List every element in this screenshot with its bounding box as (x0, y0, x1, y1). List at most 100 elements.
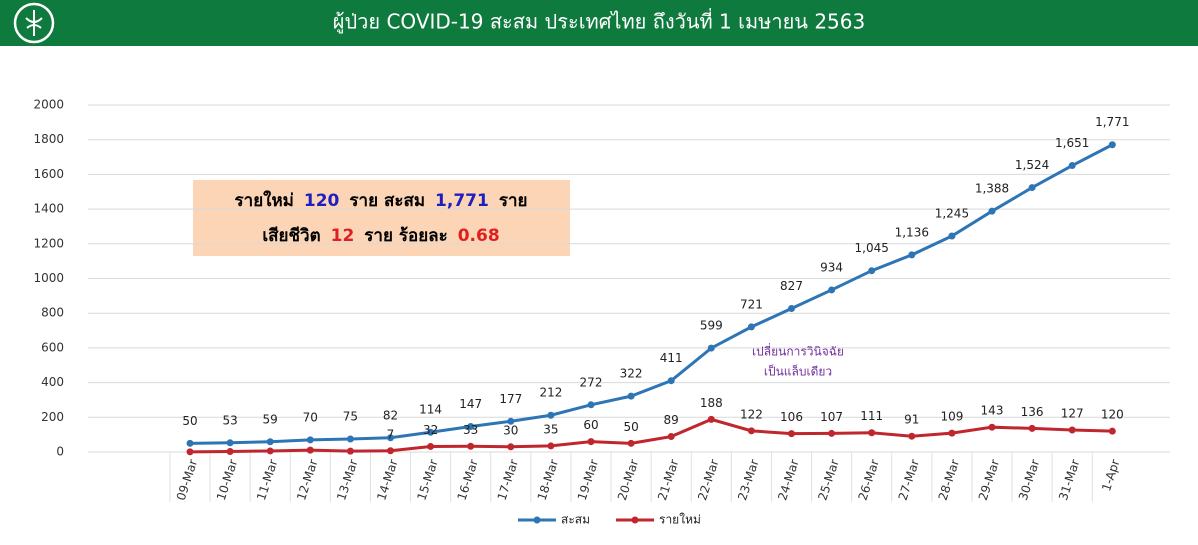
point (667, 377, 675, 385)
y-tick-label: 400 (41, 375, 64, 389)
point (908, 432, 916, 440)
data-label: 107 (820, 410, 843, 424)
point (427, 428, 435, 436)
point (788, 305, 795, 313)
point (747, 427, 755, 435)
data-label: 50 (623, 420, 638, 434)
data-label: 1,136 (895, 225, 929, 239)
point (346, 447, 354, 455)
data-label: 109 (940, 410, 963, 424)
chart-title: ผู้ป่วย COVID-19 สะสม ประเทศไทย ถึงวันที… (333, 8, 865, 35)
x-tick-label: 27-Mar (896, 458, 922, 503)
data-label: 827 (780, 279, 803, 293)
point (1108, 141, 1116, 149)
x-tick-label: 25-Mar (815, 458, 841, 503)
data-label: 35 (543, 422, 558, 436)
point (547, 411, 555, 419)
info-segment: 12 (331, 226, 355, 246)
point (306, 436, 314, 444)
data-label: 60 (583, 418, 598, 432)
x-tick-label: 20-Mar (615, 458, 641, 503)
data-label: 106 (780, 410, 803, 424)
point (747, 323, 755, 331)
series-line (189, 143, 1113, 445)
data-label: 1,045 (855, 241, 889, 255)
point (226, 439, 234, 447)
y-tick-label: 1200 (33, 236, 64, 250)
data-label: 59 (263, 412, 278, 426)
data-label: 212 (539, 386, 562, 400)
x-tick-label: 22-Mar (695, 458, 721, 503)
info-segment: ราย ร้อยละ (364, 226, 447, 246)
legend-label: รายใหม่ (659, 513, 701, 527)
x-tick-label: 15-Mar (414, 458, 440, 503)
x-tick-label: 24-Mar (775, 458, 801, 503)
y-tick-label: 200 (41, 410, 64, 424)
x-tick-label: 19-Mar (575, 458, 601, 503)
data-label: 322 (620, 367, 643, 381)
point (707, 415, 715, 423)
annotation: เปลี่ยนการวินิจฉัย (752, 343, 844, 359)
x-tick-label: 18-Mar (535, 458, 561, 503)
point (1028, 424, 1036, 432)
point (627, 392, 635, 400)
data-label: 1,524 (1015, 158, 1049, 172)
point (507, 417, 515, 425)
point (346, 435, 354, 443)
y-tick-label: 1000 (33, 271, 64, 285)
info-segment: เสียชีวิต (262, 225, 320, 246)
point (587, 438, 595, 446)
data-label: 1,651 (1055, 136, 1089, 150)
point (948, 429, 956, 437)
x-tick-label: 10-Mar (214, 458, 240, 503)
legend-label: สะสม (561, 513, 590, 527)
point (467, 442, 475, 450)
data-label: 91 (904, 413, 919, 427)
data-label: 411 (660, 351, 683, 365)
y-tick-label: 1400 (33, 202, 64, 216)
data-label: 127 (1061, 406, 1084, 420)
x-tick-label: 11-Mar (254, 458, 280, 503)
data-label: 1,388 (975, 182, 1009, 196)
info-segment: รายใหม่ (235, 190, 294, 211)
point (186, 439, 194, 447)
data-label: 70 (303, 410, 318, 424)
data-label: 272 (580, 375, 603, 389)
y-tick-label: 1800 (33, 132, 64, 146)
x-tick-label: 16-Mar (455, 458, 481, 503)
info-text: รายใหม่ 120 ราย สะสม 1,771 ราย (235, 190, 528, 211)
point (427, 442, 435, 450)
data-label: 89 (664, 413, 679, 427)
x-tick-label: 12-Mar (294, 458, 320, 503)
legend-marker (631, 516, 639, 524)
y-tick-label: 0 (56, 445, 64, 459)
x-tick-label: 17-Mar (495, 458, 521, 503)
data-label: 111 (860, 409, 883, 423)
logo-mark (25, 10, 43, 36)
point (306, 446, 314, 454)
info-segment: ราย (499, 191, 528, 211)
point (387, 434, 394, 442)
point (226, 447, 234, 455)
annotation: เป็นแล็บเดียว (764, 364, 832, 379)
data-label: 7 (387, 427, 395, 441)
y-tick-label: 800 (41, 306, 64, 320)
y-tick-label: 1600 (33, 167, 64, 181)
x-tick-label: 23-Mar (735, 458, 761, 503)
header-bar (0, 0, 1198, 46)
info-segment: 0.68 (458, 226, 500, 246)
point (587, 401, 595, 409)
data-label: 30 (503, 423, 518, 437)
point (186, 448, 194, 456)
data-label: 143 (981, 404, 1004, 418)
data-label: 721 (740, 297, 763, 311)
x-tick-label: 1-Apr (1099, 458, 1122, 493)
data-label: 1,771 (1095, 115, 1129, 129)
info-segment: ราย สะสม (349, 191, 425, 211)
data-label: 188 (700, 396, 723, 410)
info-segment: 1,771 (435, 191, 489, 211)
data-label: 1,245 (935, 206, 969, 220)
y-tick-label: 600 (41, 340, 64, 354)
data-label: 147 (459, 397, 482, 411)
point (1068, 162, 1076, 170)
